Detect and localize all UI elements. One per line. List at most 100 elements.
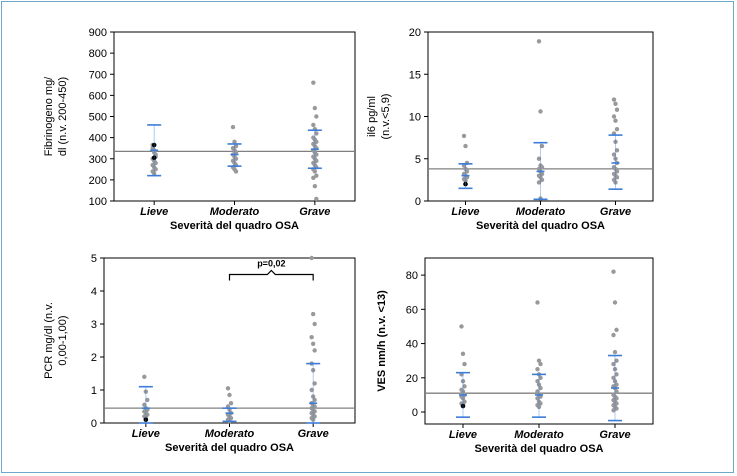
data-point — [612, 300, 618, 305]
data-point — [614, 169, 620, 174]
y-tick-label: 100 — [89, 196, 107, 208]
y-tick-label: 0 — [415, 196, 421, 208]
y-tick-label: 20 — [409, 27, 421, 39]
y-axis-label-line: (n.v.<5,9) — [380, 94, 392, 140]
y-tick-label: 900 — [89, 27, 107, 39]
x-tick-label: Lieve — [140, 206, 168, 218]
data-point — [461, 133, 467, 139]
data-point — [463, 143, 468, 149]
data-point — [611, 114, 617, 119]
data-point — [611, 332, 616, 338]
x-tick-label: Lieve — [132, 428, 160, 440]
data-point — [142, 402, 147, 408]
y-axis-label-line: dl (n.v. 200-450) — [57, 77, 69, 156]
data-point — [614, 372, 619, 377]
y-tick-label: 60 — [406, 304, 418, 316]
significance-bracket — [228, 269, 314, 281]
data-point — [535, 300, 540, 305]
x-tick-label: Grave — [600, 206, 631, 218]
y-tick-label: 600 — [89, 90, 107, 102]
y-tick-label: 1 — [91, 385, 97, 397]
x-tick-label: Moderato — [514, 429, 564, 441]
data-point — [230, 124, 236, 130]
x-axis-label: Severità del quadro OSA — [476, 220, 605, 232]
y-tick-label: 10 — [409, 112, 421, 124]
data-point — [309, 335, 314, 340]
data-point — [538, 385, 543, 391]
x-tick-label: Grave — [599, 429, 630, 441]
x-axis-label: Severità del quadro OSA — [170, 220, 299, 232]
y-axis-label: il6 pg/ml (n.v.<5,9) — [366, 94, 392, 140]
y-tick-label: 500 — [89, 112, 107, 124]
y-tick-label: 700 — [89, 69, 107, 81]
data-point — [312, 169, 318, 174]
data-point — [460, 351, 466, 357]
y-axis-label-line: PCR mg/dl (n.v. — [43, 302, 55, 379]
plot-area — [103, 257, 356, 424]
data-point — [538, 361, 543, 367]
y-tick-label: 200 — [89, 175, 107, 187]
data-point — [309, 387, 314, 393]
data-point — [611, 269, 616, 274]
y-axis-label-line: VES nm/h (n.v. <13) — [376, 290, 388, 392]
y-tick-label: 300 — [89, 154, 107, 166]
x-tick-label: Lieve — [451, 206, 479, 218]
x-axis-label: Severità del quadro OSA — [165, 442, 294, 454]
y-tick-label: 15 — [409, 69, 421, 81]
data-point — [538, 375, 543, 380]
y-tick-label: 80 — [406, 270, 418, 282]
data-point — [314, 114, 319, 119]
data-point — [462, 361, 467, 367]
data-point — [142, 374, 147, 379]
y-tick-label: 2 — [91, 352, 97, 364]
y-tick-label: 4 — [91, 286, 97, 298]
x-tick-label: Moderato — [516, 206, 566, 218]
data-point — [233, 169, 239, 174]
y-tick-label: 20 — [406, 373, 418, 385]
x-tick-label: Moderato — [210, 206, 260, 218]
data-point — [459, 324, 464, 329]
y-tick-label: 0 — [91, 418, 97, 430]
data-point — [311, 122, 316, 128]
y-tick-label: 5 — [415, 154, 421, 166]
data-point — [536, 358, 542, 363]
x-tick-label: Grave — [298, 428, 329, 440]
data-point — [536, 39, 542, 44]
y-tick-label: 5 — [91, 253, 97, 265]
data-point — [613, 118, 618, 123]
data-point — [309, 255, 314, 261]
x-tick-label: Grave — [299, 206, 330, 218]
y-axis-label-line: 0,00-1,00) — [57, 315, 69, 365]
data-point — [232, 139, 237, 145]
data-point — [535, 367, 540, 372]
y-tick-label: 400 — [89, 133, 107, 145]
y-axis-label: VES nm/h (n.v. <13) — [376, 290, 388, 392]
chart-panel-4: 0 20 40 60 80 Lieve Moderato Grave Severità del … — [376, 257, 654, 455]
y-tick-label: 0 — [412, 407, 418, 419]
data-point — [612, 349, 618, 355]
data-point — [614, 126, 620, 132]
data-point — [539, 177, 545, 183]
data-point — [312, 321, 317, 327]
y-axis-label: PCR mg/dl (n.v. 0,00-1,00) — [43, 302, 69, 379]
y-tick-label: 800 — [89, 48, 107, 60]
data-point — [611, 97, 617, 102]
data-point — [228, 401, 234, 406]
x-axis-label: Severità del quadro OSA — [475, 443, 604, 455]
data-point — [614, 358, 619, 363]
y-axis-label-line: Fibrinogeno mg/ — [43, 76, 55, 156]
data-point — [614, 389, 619, 394]
data-point — [614, 148, 620, 153]
chart-panel-2: 0 5 10 15 20 Lieve Moderato Grave Severità del q… — [366, 27, 654, 232]
y-axis-label: Fibrinogeno mg/dl (n.v. 200-450) — [43, 76, 69, 156]
data-point — [614, 107, 620, 112]
data-point — [613, 101, 618, 107]
data-point — [614, 327, 619, 333]
x-tick-label: Lieve — [449, 429, 477, 441]
data-point — [312, 184, 318, 189]
y-axis-label-line: il6 pg/ml — [366, 96, 378, 137]
data-point — [310, 311, 316, 317]
chart-panel-3: 0 1 2 3 4 5 Lieve Moderato Grave Severità del qua… — [43, 253, 356, 454]
data-point — [314, 196, 319, 202]
